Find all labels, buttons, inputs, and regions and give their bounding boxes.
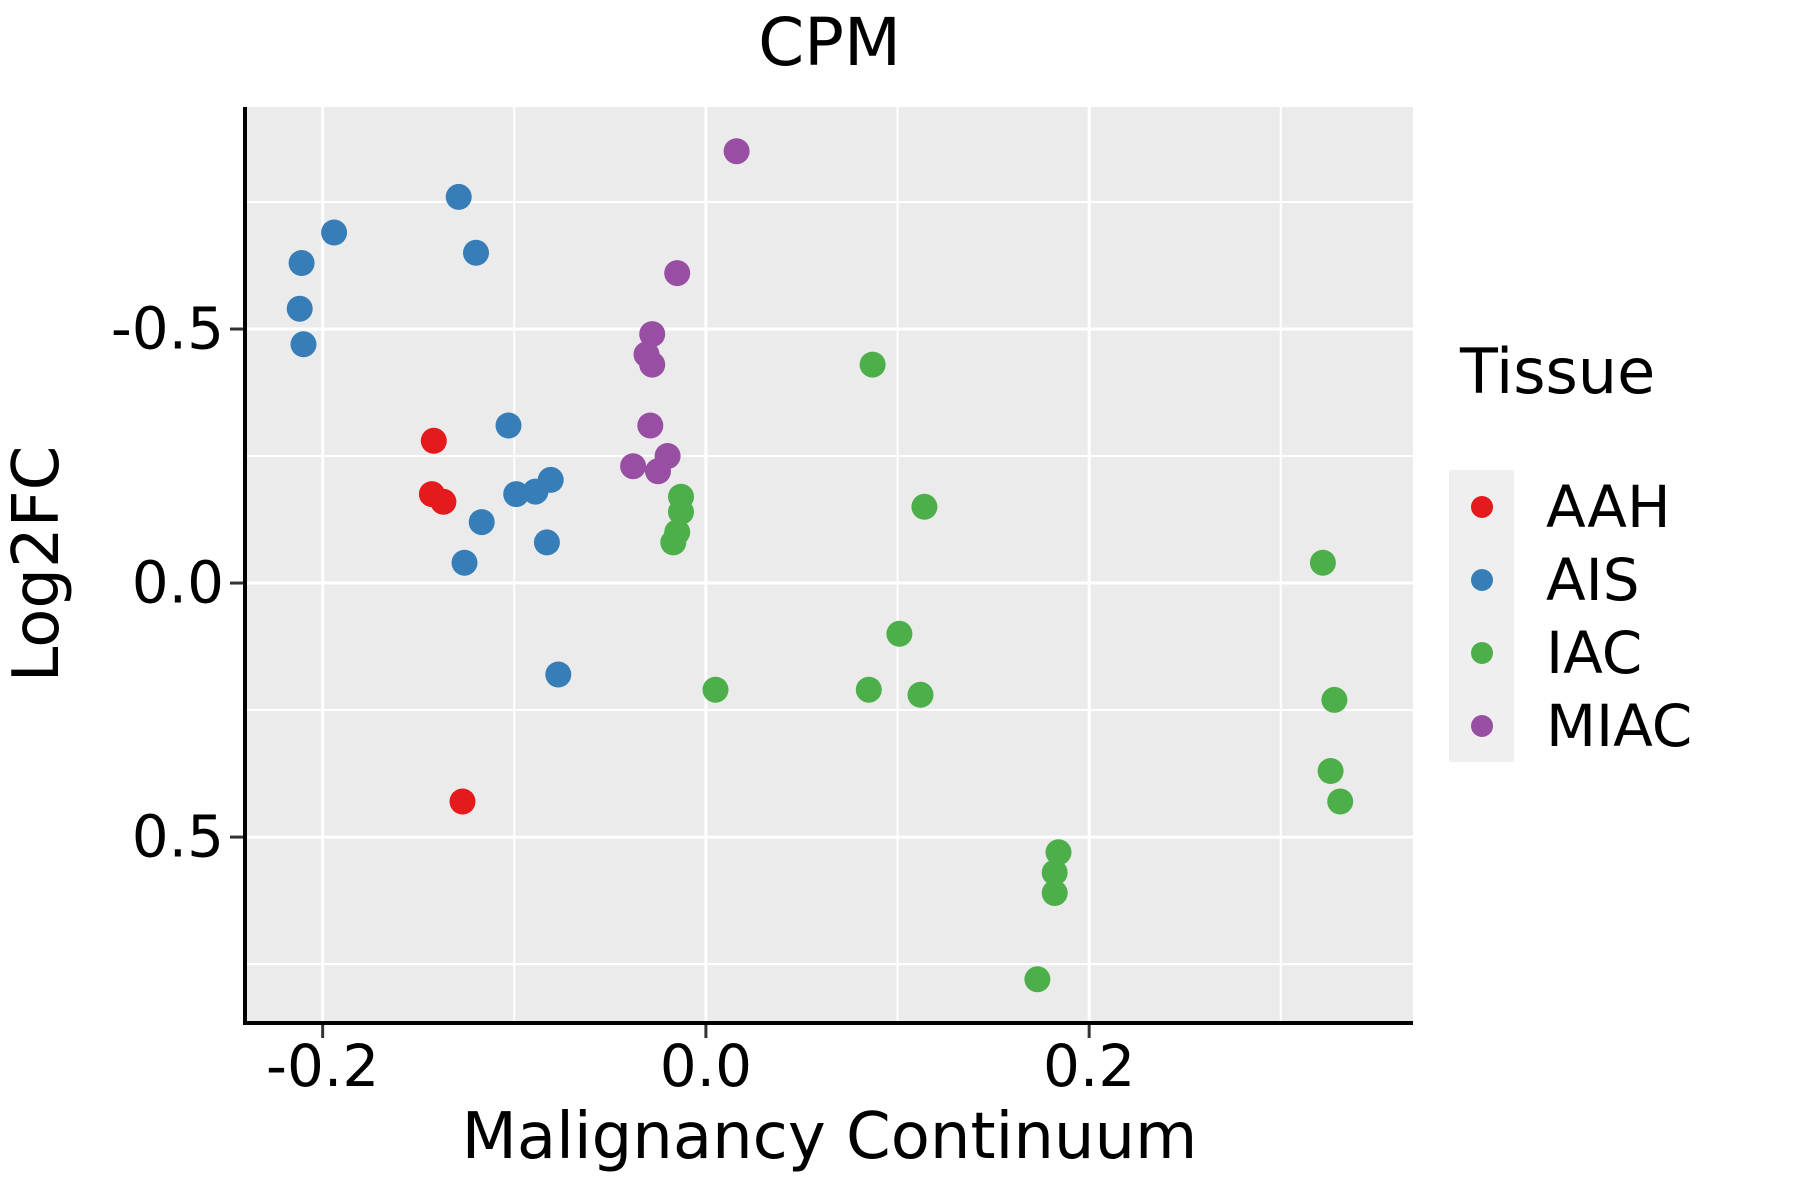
data-point-ais (463, 239, 489, 266)
legend-items: AAH AIS IAC (1449, 470, 1692, 762)
x-tick-label: 0.0 (659, 1032, 753, 1100)
legend-dot (1470, 641, 1493, 664)
legend-dot-miac-icon (1470, 714, 1493, 737)
legend-item-ais: AIS (1449, 543, 1692, 616)
data-point-iac (1041, 859, 1068, 886)
data-point-iac (859, 351, 886, 378)
legend-title: Tissue (1460, 335, 1656, 408)
data-point-aah (420, 427, 447, 454)
data-point-miac (664, 260, 691, 287)
data-point-iac (886, 620, 913, 647)
legend-key-swatch (1449, 689, 1514, 762)
data-point-iac (911, 493, 938, 520)
legend-label: IAC (1546, 618, 1643, 687)
data-point-iac (1317, 758, 1344, 784)
data-point-iac (1024, 966, 1051, 993)
data-point-ais (495, 412, 522, 439)
data-point-iac (1321, 686, 1348, 713)
data-point-ais (321, 219, 348, 246)
legend-item-miac: MIAC (1449, 689, 1692, 762)
data-point-iac (855, 676, 882, 703)
data-point-ais (533, 529, 560, 556)
legend-dot (1470, 568, 1493, 591)
data-point-ais (503, 481, 530, 508)
data-point-miac (645, 458, 671, 485)
data-point-ais (290, 331, 317, 358)
data-point-aah (449, 788, 476, 815)
data-point-iac (1327, 788, 1354, 815)
legend-key-swatch (1449, 616, 1514, 689)
data-point-ais (468, 509, 495, 536)
y-tick-label: -0.5 (110, 294, 224, 363)
legend-dot (1470, 714, 1493, 737)
legend-item-iac: IAC (1449, 616, 1692, 689)
data-point-iac (660, 529, 687, 556)
legend-key-swatch (1449, 470, 1514, 543)
y-tick-label: 0.0 (131, 548, 224, 617)
data-point-iac (702, 676, 729, 703)
data-point-iac (907, 681, 934, 708)
data-point-iac (1309, 549, 1336, 576)
legend-dot-ais-icon (1470, 568, 1493, 591)
legend-label: AIS (1546, 545, 1640, 614)
plot-title: CPM (758, 4, 901, 81)
legend-dot-aah-icon (1470, 495, 1493, 518)
data-point-ais (445, 183, 472, 210)
y-tick-label: 0.5 (131, 802, 224, 871)
data-point-miac (639, 321, 666, 348)
data-point-miac (620, 453, 647, 480)
legend-key-swatch (1449, 543, 1514, 616)
legend-label: AAH (1546, 472, 1671, 541)
data-point-ais (545, 661, 572, 688)
legend-dot-iac-icon (1470, 641, 1493, 664)
x-tick-label: 0.2 (1043, 1032, 1136, 1100)
data-point-ais (451, 549, 478, 576)
data-point-ais (288, 250, 315, 276)
data-point-ais (537, 466, 564, 493)
legend-label: MIAC (1546, 691, 1693, 760)
x-tick-label: -0.2 (266, 1032, 380, 1100)
data-point-iac (1041, 880, 1068, 906)
data-point-miac (637, 412, 664, 439)
legend-dot (1470, 495, 1493, 518)
data-point-miac (723, 138, 750, 165)
legend-item-aah: AAH (1449, 470, 1692, 543)
data-point-ais (286, 295, 313, 322)
data-point-aah (430, 488, 457, 515)
data-point-miac (639, 351, 666, 378)
plot-panel (246, 107, 1413, 1022)
data-point-iac (668, 498, 694, 525)
x-axis-title: Malignancy Continuum (461, 1100, 1198, 1174)
data-point-iac (1045, 839, 1072, 866)
